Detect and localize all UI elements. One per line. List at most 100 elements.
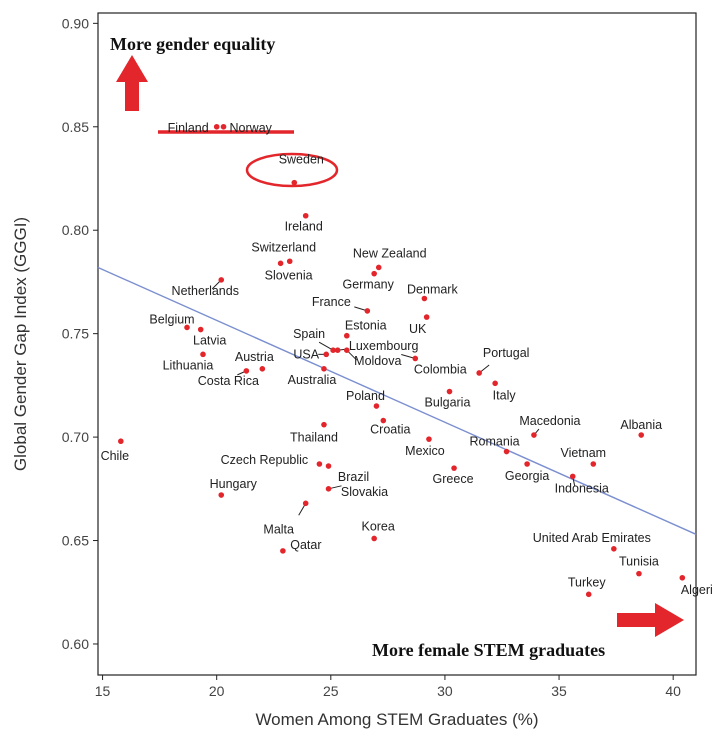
point-label-poland: Poland <box>346 389 385 403</box>
labels-layer: Finland Norway Sweden Ireland Switzerland Slo… <box>101 121 713 597</box>
point-finland <box>213 123 220 130</box>
point-label-georgia: Georgia <box>505 469 550 483</box>
y-tick-label-0.65: 0.65 <box>62 533 89 549</box>
point-label-france: France <box>312 295 351 309</box>
trend-line <box>97 266 697 535</box>
point-label-italy: Italy <box>493 388 517 402</box>
point-croatia <box>380 417 387 424</box>
point-austria <box>259 366 266 372</box>
point-germany <box>371 270 377 277</box>
point-label-latvia: Latvia <box>193 334 226 348</box>
arrow-up-icon <box>116 55 148 111</box>
point-sweden <box>291 179 298 186</box>
point-colombia <box>412 355 419 362</box>
point-switzerland <box>286 258 293 265</box>
point-label-slovenia: Slovenia <box>265 268 313 282</box>
point-label-lithuania: Lithuania <box>163 358 214 372</box>
point-label-ireland: Ireland <box>285 220 323 234</box>
trend-layer <box>97 266 697 535</box>
point-label-thailand: Thailand <box>290 431 338 445</box>
point-label-korea: Korea <box>361 519 394 533</box>
y-tick-label-0.90: 0.90 <box>62 15 89 31</box>
point-albania <box>638 432 645 438</box>
point-mexico <box>426 436 432 442</box>
point-label-indonesia: Indonesia <box>555 481 609 495</box>
point-usa <box>323 351 330 358</box>
point-lithuania <box>200 351 206 358</box>
point-greece <box>451 465 457 471</box>
point-label-moldova: Moldova <box>354 354 401 368</box>
point-spain <box>330 347 336 354</box>
point-czech-republic <box>316 461 323 467</box>
point-label-algeria: Algeria <box>681 583 713 597</box>
point-label-czech-republic: Czech Republic <box>221 453 309 467</box>
point-ireland <box>302 212 309 219</box>
point-label-finland: Finland <box>168 121 209 135</box>
point-italy <box>492 380 498 387</box>
x-tick-label-35: 35 <box>551 683 567 699</box>
point-label-costa-rica: Costa Rica <box>198 374 259 388</box>
highlight-layer <box>158 130 339 188</box>
points-layer <box>118 123 686 598</box>
point-georgia <box>524 461 530 467</box>
x-tick-label-15: 15 <box>95 683 111 699</box>
point-korea <box>371 535 377 542</box>
y-tick-label-0.60: 0.60 <box>62 636 89 652</box>
point-label-albania: Albania <box>620 418 662 432</box>
x-axis: 15 20 25 30 35 40 <box>95 675 681 699</box>
point-label-australia: Australia <box>288 373 337 387</box>
point-slovakia <box>325 486 332 492</box>
point-label-germany: Germany <box>342 278 394 292</box>
point-label-united-arab-emirates: United Arab Emirates <box>533 531 651 545</box>
point-indonesia <box>569 473 576 480</box>
point-new-zealand <box>375 264 382 271</box>
point-thailand <box>321 421 327 428</box>
point-label-austria: Austria <box>235 350 274 364</box>
point-label-qatar: Qatar <box>290 538 321 552</box>
point-romania <box>503 448 510 455</box>
point-belgium <box>184 324 190 331</box>
x-tick-label-25: 25 <box>323 683 339 699</box>
y-tick-label-0.85: 0.85 <box>62 119 89 135</box>
point-label-tunisia: Tunisia <box>619 555 659 569</box>
point-label-portugal: Portugal <box>483 346 530 360</box>
point-vietnam <box>590 461 597 467</box>
point-chile <box>118 438 124 445</box>
point-label-sweden: Sweden <box>279 153 324 167</box>
point-uk <box>423 314 430 320</box>
highlight-ellipse <box>245 152 339 188</box>
point-latvia <box>197 326 204 333</box>
point-label-spain: Spain <box>293 327 325 341</box>
point-label-macedonia: Macedonia <box>519 414 580 428</box>
point-label-turkey: Turkey <box>568 575 606 589</box>
point-tunisia <box>636 570 642 577</box>
point-hungary <box>218 492 225 498</box>
point-label-vietnam: Vietnam <box>560 446 606 460</box>
point-netherlands <box>218 277 225 283</box>
y-axis-title: Global Gender Gap Index (GGGI) <box>11 217 30 471</box>
point-costa-rica <box>243 368 250 374</box>
arrow-right-icon <box>617 603 684 637</box>
point-label-norway: Norway <box>230 121 273 135</box>
point-label-belgium: Belgium <box>149 312 194 326</box>
y-axis: 0.60 0.65 0.70 0.75 0.80 0.85 0.90 <box>62 15 98 652</box>
x-tick-label-20: 20 <box>209 683 225 699</box>
y-tick-label-0.75: 0.75 <box>62 326 89 342</box>
point-norway <box>220 123 227 130</box>
point-label-netherlands: Netherlands <box>172 284 239 298</box>
point-malta <box>302 500 309 507</box>
point-estonia <box>343 332 350 339</box>
annotation-more-gender-equality: More gender equality <box>110 34 275 54</box>
point-label-bulgaria: Bulgaria <box>425 396 471 410</box>
point-label-romania: Romania <box>470 435 520 449</box>
point-label-new-zealand: New Zealand <box>353 246 427 260</box>
point-label-hungary: Hungary <box>210 477 258 491</box>
point-luxembourg <box>334 347 341 354</box>
x-axis-title: Women Among STEM Graduates (%) <box>255 710 538 729</box>
plot-frame <box>97 12 697 676</box>
point-label-switzerland: Switzerland <box>251 240 316 254</box>
point-label-luxembourg: Luxembourg <box>349 339 419 353</box>
point-label-usa: USA <box>293 347 319 361</box>
point-australia <box>321 366 327 372</box>
